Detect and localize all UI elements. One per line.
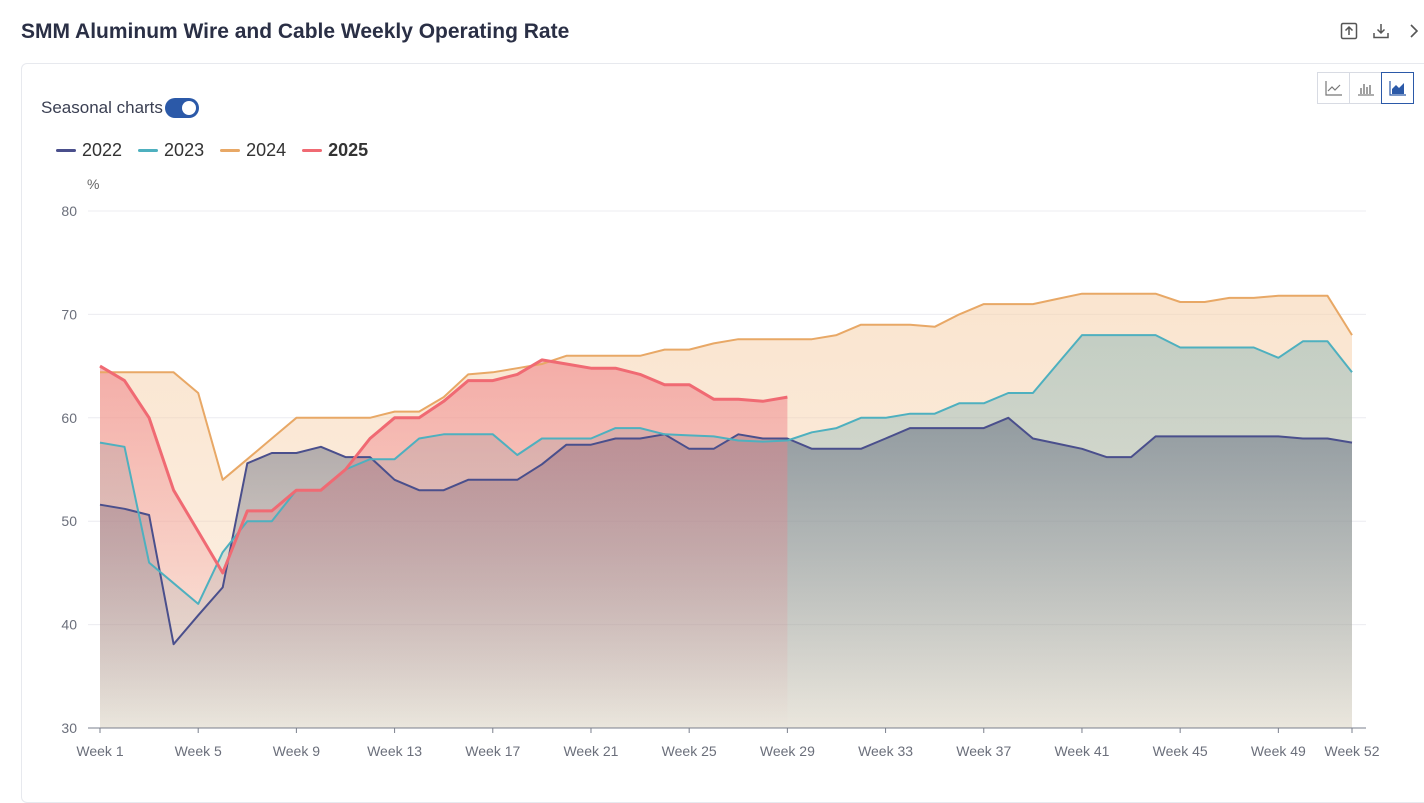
seasonal-toggle-group: Seasonal charts [41, 98, 199, 118]
legend-item-2022[interactable]: 2022 [56, 140, 122, 161]
x-tick-label: Week 29 [760, 743, 815, 759]
series-line-2022[interactable] [99, 416, 1353, 646]
area-chart-icon [1388, 81, 1406, 96]
x-tick-label: Week 25 [662, 743, 717, 759]
area-chart: 30 40 50 60 70 80 Week 1 Week 5 Week 9 Week 13 Wee… [61, 203, 1379, 759]
y-tick-label: 70 [61, 306, 77, 322]
y-tick-label: 30 [61, 720, 77, 736]
close-icon[interactable] [1402, 20, 1424, 42]
y-tick-label: 60 [61, 410, 77, 426]
x-tick-label: Week 33 [858, 743, 913, 759]
toggle-knob [181, 101, 196, 115]
legend-label: 2024 [246, 140, 287, 160]
legend-label: 2023 [164, 140, 205, 160]
seasonal-toggle-label: Seasonal charts [41, 98, 163, 117]
x-tick-label: Week 41 [1054, 743, 1109, 759]
bar-chart-icon [1357, 84, 1374, 96]
x-tick-label: Week 9 [273, 743, 320, 759]
line-chart-button[interactable] [1317, 72, 1350, 104]
y-axis-unit: % [87, 176, 100, 192]
line-chart-icon [1324, 81, 1342, 96]
legend-label: 2025 [328, 140, 369, 160]
y-tick-label: 50 [61, 513, 77, 529]
x-tick-label: Week 17 [465, 743, 520, 759]
chart-type-switch [1317, 72, 1414, 104]
series-areas [100, 293, 1352, 728]
area-chart-button[interactable] [1381, 72, 1414, 104]
export-icon[interactable] [1338, 20, 1360, 42]
series-lines [99, 292, 1353, 646]
y-tick-label: 40 [61, 617, 77, 633]
x-tick-label: Week 5 [175, 743, 222, 759]
series-line-2025[interactable] [99, 358, 788, 575]
page-title: SMM Aluminum Wire and Cable Weekly Opera… [21, 20, 570, 43]
x-tick-label: Week 52 [1325, 743, 1380, 759]
x-tick-label: Week 1 [76, 743, 123, 759]
legend-item-2025[interactable]: 2025 [302, 140, 368, 161]
legend-swatch [302, 149, 323, 152]
chart-legend: 2022 2023 2024 2025 [56, 140, 368, 161]
legend-swatch [138, 149, 159, 152]
x-tick-label: Week 37 [956, 743, 1011, 759]
axes: 30 40 50 60 70 80 Week 1 Week 5 Week 9 Week 13 Wee… [61, 203, 1379, 759]
seasonal-toggle[interactable] [164, 98, 199, 118]
legend-swatch [56, 149, 76, 152]
x-tick-label: Week 45 [1153, 743, 1208, 759]
legend-item-2024[interactable]: 2024 [220, 140, 286, 161]
x-tick-label: Week 13 [367, 743, 422, 759]
x-tick-label: Week 21 [563, 743, 618, 759]
y-tick-label: 80 [61, 203, 77, 219]
x-tick-label: Week 49 [1251, 743, 1306, 759]
series-line-2024[interactable] [100, 292, 1353, 481]
legend-item-2023[interactable]: 2023 [138, 140, 204, 161]
legend-swatch [220, 149, 241, 152]
header-actions [1338, 20, 1424, 42]
legend-label: 2022 [82, 140, 123, 160]
series-area-2025 [100, 359, 788, 728]
download-icon[interactable] [1370, 20, 1392, 42]
